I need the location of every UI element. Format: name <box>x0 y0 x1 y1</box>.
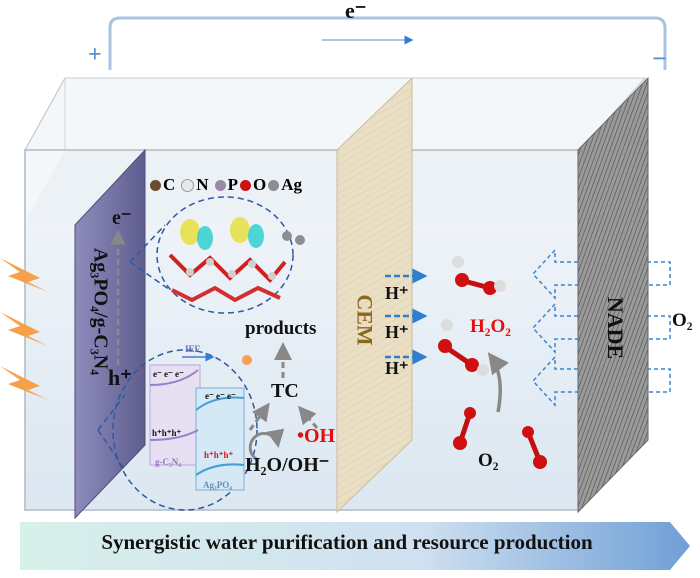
legend-label: Ag <box>281 175 302 194</box>
proton-label: H⁺ <box>385 358 409 378</box>
h2o2-molecule <box>438 319 489 376</box>
agp-holes: h⁺h⁺h⁺ <box>204 450 234 460</box>
ief-label: IEF <box>185 344 201 354</box>
gcn-label: g-C₃N₄ <box>155 457 181 467</box>
water-hydroxide-label: H₂O/OH⁻ <box>245 454 330 476</box>
hole-label: h⁺ <box>108 365 132 390</box>
hydroxyl-radical-label: •OH <box>297 425 336 447</box>
charge-density-structure <box>168 217 305 303</box>
proton-transfer-arrows <box>385 268 428 365</box>
banner-arrow <box>20 522 690 570</box>
legend-label: P <box>227 175 238 194</box>
reduction-arrow <box>487 352 509 413</box>
agp-electrons: e⁻ e⁻ e⁻ <box>205 391 236 401</box>
photoanode-plate <box>74 148 146 520</box>
legend-label: C <box>163 175 176 194</box>
legend-dot-n <box>181 178 195 192</box>
reaction-arrows <box>248 342 319 462</box>
o2-molecule <box>453 407 476 450</box>
banner-text: Synergistic water purification and resou… <box>101 530 593 554</box>
negative-terminal-label: − <box>652 44 667 73</box>
legend-label: N <box>196 175 209 194</box>
tc-label: TC <box>271 380 299 402</box>
proton-label: H⁺ <box>385 322 409 342</box>
element-legend: C N P O Ag <box>150 175 302 195</box>
external-circuit-wire <box>108 16 667 70</box>
h2o2-molecule <box>452 256 506 295</box>
gcn-holes: h⁺h⁺h⁺ <box>152 428 182 438</box>
legend-dot-p <box>214 179 226 191</box>
zoom-callouts <box>97 196 294 511</box>
legend-dot-o <box>239 179 251 191</box>
electron-flow-label: e⁻ <box>345 0 367 23</box>
cem-label: CEM <box>352 294 378 346</box>
gcn-electrons: e⁻ e⁻ e⁻ <box>153 369 184 379</box>
band-structure-diagram <box>149 352 252 491</box>
h2o2-label: H₂O₂ <box>470 316 511 337</box>
o2-input-label: O₂ <box>672 310 693 331</box>
nade-label: NADE <box>603 296 628 360</box>
legend-dot-ag <box>268 179 280 191</box>
photoanode-label: Ag₃PO₄/g-C₃N₄ <box>89 247 112 376</box>
positive-terminal-label: + <box>88 42 102 68</box>
nade-cathode <box>577 76 649 514</box>
proton-label: H⁺ <box>385 283 409 303</box>
cation-exchange-membrane <box>336 76 413 514</box>
products-label: products <box>245 318 317 339</box>
agp-label: Ag₃PO₄ <box>203 480 232 490</box>
oxygen-diffusion-arrows <box>531 248 671 407</box>
legend-label: O <box>252 175 267 194</box>
o2-molecule <box>522 426 547 469</box>
light-irradiation-icon <box>0 258 48 400</box>
electron-label: e⁻ <box>112 207 132 229</box>
o2-reactant-label: O₂ <box>478 450 499 471</box>
legend-dot-c <box>150 179 161 191</box>
